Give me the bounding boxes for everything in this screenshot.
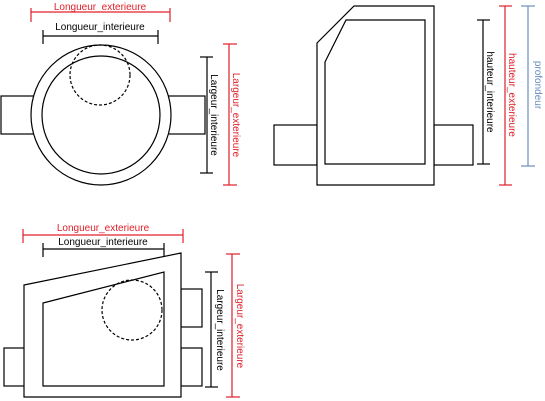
side-dimension-lines — [477, 5, 535, 186]
side-view — [273, 5, 474, 186]
side-left-pipe — [273, 124, 318, 166]
top-largeur-int-label: Largeur_interieure — [208, 74, 219, 156]
bottom-view — [3, 252, 203, 398]
bottom-dashed-circle — [101, 279, 163, 341]
inner-circle — [41, 55, 161, 175]
bottom-right-pipe-top — [180, 288, 203, 328]
dashed-circle — [69, 44, 131, 106]
bottom-inner-shape — [42, 271, 165, 387]
bottom-left-pipe — [3, 347, 26, 387]
top-longueur-int-label: Longueur_interieure — [55, 22, 145, 33]
side-right-pipe — [433, 124, 474, 166]
outer-circle — [30, 44, 172, 186]
side-hauteur-ext-label: hauteur_exterieure — [506, 53, 517, 137]
bottom-longueur-int-label: Longueur_interieure — [58, 237, 148, 248]
bottom-largeur-ext-label: Largeur_exterieure — [234, 284, 245, 369]
bottom-largeur-int-label: Largeur_interieure — [214, 289, 225, 371]
bottom-right-pipe-bottom — [180, 347, 203, 387]
bottom-longueur-ext-label: Longueur_exterieure — [57, 223, 150, 234]
right-pipe — [167, 95, 206, 135]
side-profondeur-label: profondeur — [532, 61, 543, 110]
top-dimension-lines — [30, 8, 237, 186]
bottom-dimension-lines — [22, 229, 240, 398]
top-largeur-ext-label: Largeur_exterieure — [230, 73, 241, 158]
side-inner-shape — [324, 19, 426, 165]
top-view — [0, 44, 206, 186]
side-hauteur-int-label: hauteur_interieure — [484, 51, 495, 133]
side-outer-shape — [316, 5, 435, 186]
bottom-outer-shape — [23, 252, 182, 398]
top-longueur-ext-label: Longueur_exterieure — [54, 2, 147, 13]
